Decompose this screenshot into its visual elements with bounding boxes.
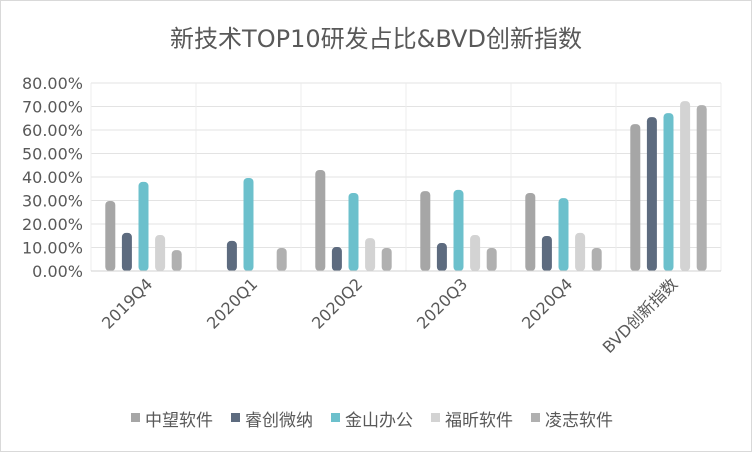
bar-凌志软件	[696, 105, 707, 271]
x-tick-label: BVD创新指数	[599, 274, 682, 357]
bar-睿创微纳	[436, 243, 447, 271]
y-tick-label: 10.00%	[22, 239, 83, 258]
bar-福昕软件	[680, 101, 691, 271]
bar-金山办公	[558, 198, 569, 271]
x-tick-label: 2020Q4	[518, 274, 576, 332]
x-tick-label: 2019Q4	[98, 274, 156, 332]
bar-睿创微纳	[541, 235, 552, 271]
x-tick-label: 2020Q1	[203, 274, 261, 332]
y-tick-label: 70.00%	[22, 98, 83, 117]
bar-凌志软件	[486, 247, 497, 271]
bar-福昕软件	[365, 238, 376, 271]
y-tick-label: 50.00%	[22, 145, 83, 164]
x-tick-label: 2020Q3	[413, 274, 471, 332]
bar-凌志软件	[171, 250, 182, 271]
legend-swatch	[131, 413, 140, 422]
bar-金山办公	[138, 181, 149, 271]
bar-中望软件	[315, 169, 326, 271]
bar-中望软件	[525, 192, 536, 271]
bar-福昕软件	[470, 235, 481, 271]
bar-睿创微纳	[226, 240, 237, 271]
y-tick-label: 20.00%	[22, 215, 83, 234]
bar-睿创微纳	[121, 232, 132, 271]
y-tick-label: 30.00%	[22, 192, 83, 211]
bar-金山办公	[663, 113, 674, 271]
bar-金山办公	[453, 189, 464, 271]
bar-福昕软件	[575, 232, 586, 271]
legend-swatch	[431, 413, 440, 422]
bar-金山办公	[348, 192, 359, 271]
legend-label: 凌志软件	[545, 411, 613, 431]
x-tick-label: 2020Q2	[308, 274, 366, 332]
bar-中望软件	[630, 124, 641, 271]
y-tick-label: 60.00%	[22, 121, 83, 140]
bar-中望软件	[105, 200, 116, 271]
bar-金山办公	[243, 177, 254, 271]
legend-label: 睿创微纳	[245, 411, 313, 431]
chart-title: 新技术TOP10研发占比&BVD创新指数	[170, 25, 582, 53]
y-tick-label: 0.00%	[32, 262, 83, 281]
legend-swatch	[231, 413, 240, 422]
bar-中望软件	[420, 191, 431, 271]
legend-swatch	[331, 413, 340, 422]
legend-label: 金山办公	[345, 411, 413, 431]
y-tick-label: 80.00%	[22, 74, 83, 93]
legend-label: 福昕软件	[445, 411, 513, 431]
bar-凌志软件	[381, 247, 392, 271]
bar-凌志软件	[276, 247, 287, 271]
bar-睿创微纳	[331, 247, 342, 271]
legend-swatch	[531, 413, 540, 422]
bar-睿创微纳	[646, 117, 657, 271]
bar-福昕软件	[155, 235, 166, 271]
bar-凌志软件	[591, 247, 602, 271]
legend-label: 中望软件	[145, 411, 213, 431]
y-tick-label: 40.00%	[22, 168, 83, 187]
